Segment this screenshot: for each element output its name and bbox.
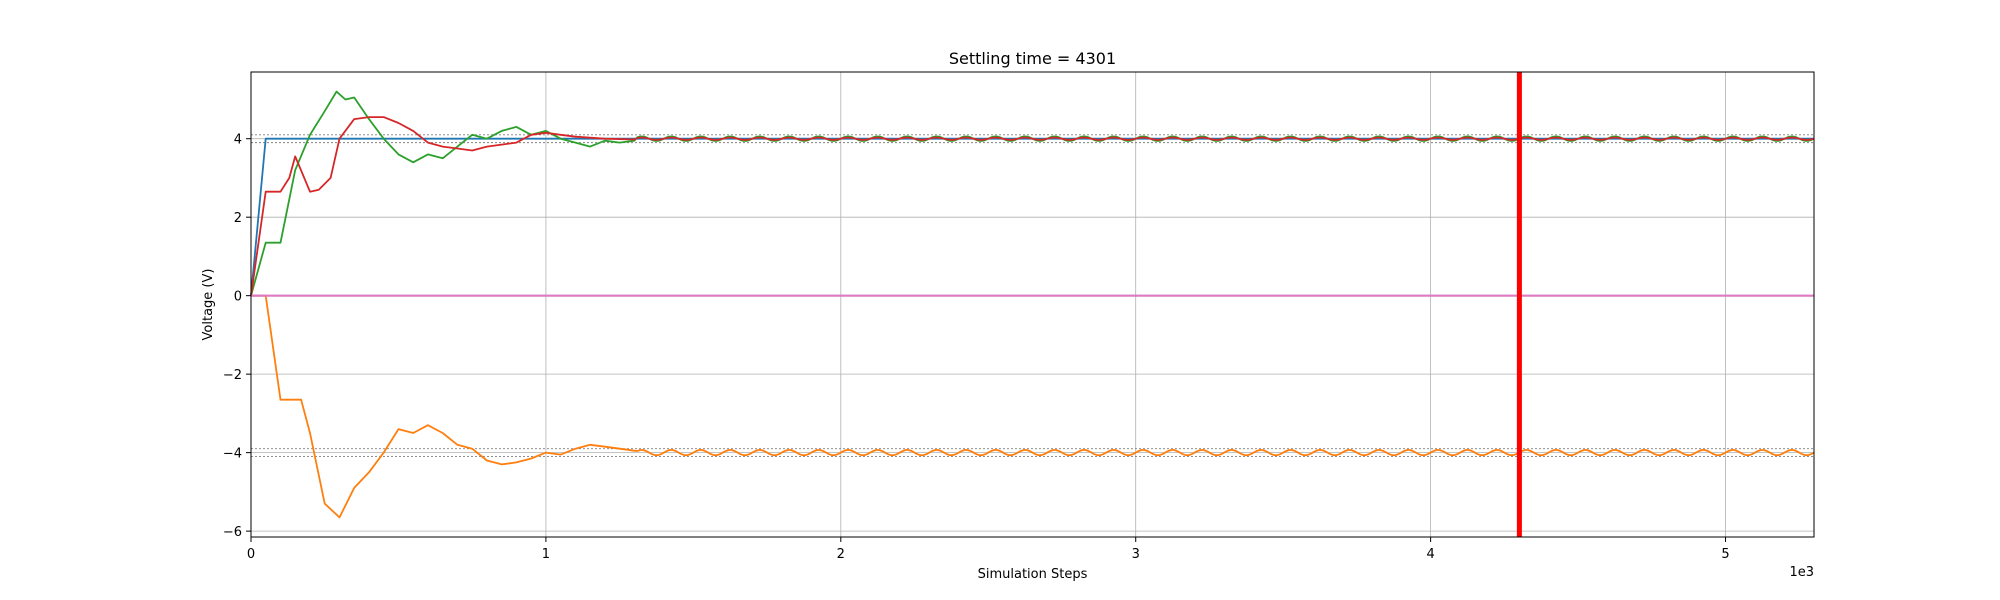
x-tick-label: 5 (1721, 547, 1729, 562)
x-tick-label: 2 (837, 547, 845, 562)
chart-title: Settling time = 4301 (949, 49, 1116, 68)
y-tick-label: −6 (223, 525, 242, 540)
x-axis-offset-label: 1e3 (1789, 565, 1814, 580)
x-tick-label: 1 (542, 547, 550, 562)
y-tick-label: −2 (223, 368, 242, 383)
y-tick-label: 2 (234, 211, 242, 226)
x-tick-label: 4 (1426, 547, 1434, 562)
x-axis-label: Simulation Steps (978, 567, 1088, 582)
axes-frame (250, 71, 1815, 538)
series-line (250, 116, 1815, 296)
plot-area (250, 72, 1815, 537)
axis-ticks: 0 1 2 3 4 5 −6 −4 −2 0 2 4 (223, 133, 1730, 562)
x-tick-label: 0 (247, 547, 255, 562)
y-tick-label: 4 (234, 133, 242, 148)
y-tick-label: −4 (223, 447, 242, 462)
y-axis-label: Voltage (V) (201, 269, 216, 341)
x-tick-label: 3 (1132, 547, 1140, 562)
y-tick-label: 0 (234, 290, 242, 305)
series-line (251, 294, 1815, 519)
